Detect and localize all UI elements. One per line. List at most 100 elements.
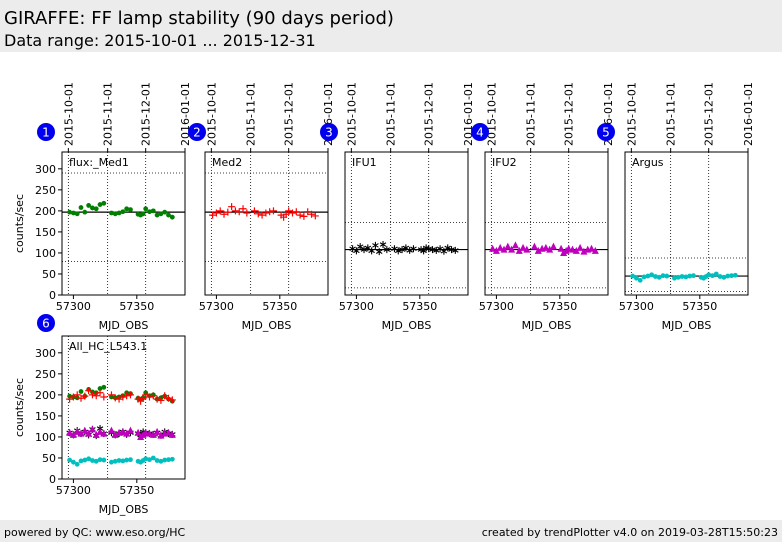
point [165,394,173,402]
panel-label: flux:_Med1 [69,156,129,169]
point [71,210,76,216]
point [78,389,84,394]
point [653,274,658,279]
x-tick-label: 57350 [682,300,717,313]
point [169,456,175,462]
y-tick-label: 100 [35,431,56,444]
x-tick-label: 57300 [619,300,654,313]
panel-badge-number: 4 [476,126,484,140]
point [101,457,107,463]
point [69,430,77,438]
point [119,427,127,435]
date-tick-label: 2015-11-01 [385,82,398,146]
point [588,244,596,252]
date-tick-label: 2015-11-01 [245,82,258,146]
x-tick-label: 57300 [479,300,514,313]
point [492,246,500,254]
point [78,458,84,464]
point [534,246,542,254]
point [630,273,636,279]
x-axis-label: MJD_OBS [242,319,292,332]
point [691,273,696,279]
point [88,425,96,433]
point [721,274,727,280]
point [372,241,379,249]
point [150,208,156,214]
point [216,207,224,215]
y-tick-label: 300 [35,163,56,176]
y-tick-label: 150 [35,226,56,239]
panel: 2015-10-01 2015-11-01 2015-12-01 2016-01-01… [597,82,755,332]
point [296,211,304,219]
x-axis-label: MJD_OBS [522,319,572,332]
x-tick-label: 57350 [262,300,297,313]
point [109,210,114,216]
point [85,429,93,437]
point [126,391,134,399]
point [523,245,531,253]
x-axis-label: MJD_OBS [99,503,149,516]
point [77,394,85,402]
point [546,245,554,253]
x-tick-label: 57350 [542,300,577,313]
point [90,205,95,211]
point [126,426,134,434]
point [220,210,228,218]
point [549,242,557,250]
point [77,429,85,437]
point [166,212,171,218]
panel-badge [471,123,489,141]
plot-area [624,151,749,296]
point [679,274,685,279]
point [116,210,122,216]
point [713,271,719,277]
point [92,392,100,400]
point [448,246,455,254]
point [243,209,251,217]
point [557,244,565,252]
point [500,245,508,253]
point [119,393,127,401]
point [158,211,164,217]
point [212,209,220,217]
point [266,208,274,216]
point [239,205,247,213]
panel-badge-number: 6 [42,317,50,331]
panel: 2015-10-01 2015-11-01 2015-12-01 2016-01-01… [188,82,335,332]
point [74,211,80,217]
point [375,248,383,256]
page-title: GIRAFFE: FF lamp stability (90 days peri… [4,8,394,29]
point [134,428,142,436]
panel-badge [597,123,615,141]
y-tick-label: 50 [42,452,56,465]
point [67,209,73,215]
point [86,456,92,462]
point [530,242,538,250]
point [168,430,176,438]
point [86,203,92,208]
point [120,458,126,464]
point [97,386,103,391]
panel: 2015-10-01 2015-11-01 2015-12-01 2016-01-01… [13,82,192,332]
point [158,458,164,464]
point [100,429,108,437]
date-tick-label: 2015-12-01 [140,82,153,146]
panel-label: All_HC_L543.1 [69,340,147,353]
point [717,274,723,279]
point [209,211,217,219]
point [112,458,118,464]
panel-label: Argus [632,156,664,169]
point [150,455,156,461]
point [675,274,681,280]
x-tick-label: 57300 [56,484,91,497]
x-axis-label: MJD_OBS [662,319,712,332]
point [519,243,527,251]
panel-badge [37,123,55,141]
point [664,273,670,279]
point [154,458,160,463]
point [82,209,88,215]
plot-area [344,151,469,296]
point [100,393,108,401]
point [71,459,76,465]
